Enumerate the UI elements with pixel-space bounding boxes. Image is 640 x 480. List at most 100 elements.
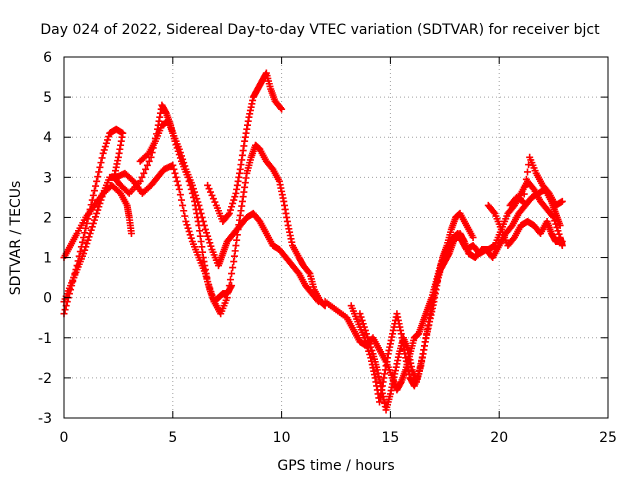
y-axis-label: SDTVAR / TECUs	[8, 181, 24, 296]
y-tick-label: 0	[43, 291, 52, 307]
data-point	[490, 208, 498, 216]
data-point	[176, 149, 184, 157]
data-point	[195, 201, 203, 209]
data-point	[145, 157, 153, 165]
y-tick-label: -3	[38, 411, 52, 427]
data-point	[90, 216, 98, 224]
data-point	[228, 203, 236, 211]
data-point	[193, 195, 201, 203]
data-point	[180, 207, 188, 215]
data-point	[207, 242, 215, 250]
data-point	[84, 236, 92, 244]
data-point	[97, 159, 105, 167]
data-point	[101, 143, 109, 151]
data-point	[100, 146, 108, 154]
y-tick-label: 3	[43, 170, 52, 186]
data-point	[171, 169, 179, 177]
series-track-b	[60, 181, 135, 262]
data-point	[192, 191, 200, 199]
data-point	[357, 313, 365, 321]
series-track-c	[60, 161, 236, 306]
y-tick-label: -1	[38, 331, 52, 347]
data-point	[185, 227, 193, 235]
data-point	[203, 229, 211, 237]
data-point	[187, 234, 195, 242]
data-point	[93, 177, 101, 185]
x-tick-label: 20	[490, 430, 508, 446]
series-track-a	[60, 101, 329, 318]
data-point	[127, 229, 135, 237]
data-point	[83, 240, 91, 248]
data-point	[94, 206, 102, 214]
data-point	[87, 226, 95, 234]
series-track-f	[321, 185, 564, 394]
data-point	[96, 163, 104, 171]
data-point	[201, 225, 209, 233]
data-point	[204, 232, 212, 240]
data-point	[197, 209, 205, 217]
data-point	[229, 199, 237, 207]
data-point	[521, 183, 529, 191]
data-point	[365, 336, 373, 344]
data-point	[98, 154, 106, 162]
data-point	[93, 209, 101, 217]
data-point	[469, 234, 477, 241]
data-point	[367, 343, 375, 351]
data-point	[226, 276, 234, 284]
y-tick-label: -2	[38, 371, 52, 387]
data-point	[558, 197, 566, 205]
data-point	[169, 161, 177, 169]
data-point	[176, 191, 184, 199]
x-tick-label: 0	[60, 430, 69, 446]
plot-frame	[63, 56, 609, 419]
data-point	[358, 316, 366, 324]
data-point	[104, 136, 112, 144]
data-point	[184, 224, 192, 232]
data-point	[81, 246, 89, 254]
grid-lines	[64, 57, 608, 418]
data-point	[178, 152, 186, 160]
y-tick-label: 1	[43, 251, 52, 267]
data-point	[98, 193, 106, 201]
data-point	[138, 173, 146, 181]
data-point	[80, 250, 88, 258]
y-tick-label: 6	[43, 50, 52, 66]
data-point	[175, 145, 183, 153]
data-point	[361, 326, 369, 334]
data-point	[183, 221, 191, 229]
data-point	[180, 159, 188, 167]
data-point	[199, 217, 207, 225]
data-point	[196, 205, 204, 213]
chart-title: Day 024 of 2022, Sidereal Day-to-day VTE…	[40, 22, 600, 38]
data-point	[95, 203, 103, 211]
data-point	[555, 230, 563, 238]
data-point	[364, 333, 372, 341]
data-point	[189, 185, 197, 193]
data-point	[142, 165, 150, 173]
data-point	[92, 182, 100, 190]
data-point	[368, 346, 376, 354]
data-point	[105, 133, 113, 141]
data-point	[229, 264, 237, 272]
data-point	[278, 105, 286, 113]
data-point	[89, 219, 97, 227]
data-point	[558, 238, 566, 246]
data-point	[552, 220, 560, 228]
data-point	[277, 104, 285, 112]
data-point	[188, 181, 196, 189]
data-point	[88, 223, 96, 231]
data-point	[178, 196, 186, 204]
data-point	[314, 296, 322, 304]
data-point	[519, 197, 527, 205]
data-point	[85, 233, 93, 241]
data-point	[360, 323, 368, 331]
data-point	[174, 181, 182, 189]
data-point	[175, 185, 183, 193]
data-point	[88, 196, 96, 204]
data-point	[170, 165, 178, 173]
data-point	[95, 168, 103, 176]
data-point	[147, 153, 155, 161]
data-point	[550, 213, 558, 221]
data-point	[366, 340, 374, 348]
data-point	[89, 191, 97, 199]
